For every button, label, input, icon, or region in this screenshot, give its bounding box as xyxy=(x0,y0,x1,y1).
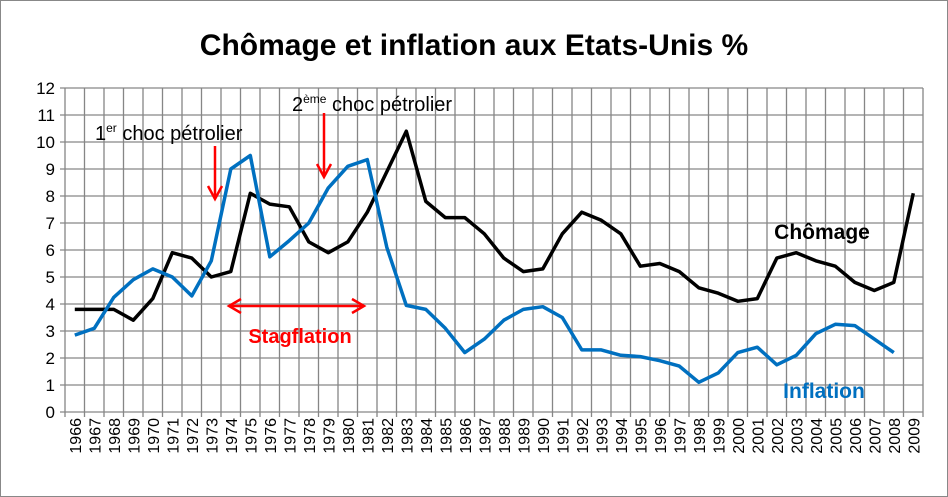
x-tick-label: 2002 xyxy=(770,418,787,454)
x-tick-label: 1970 xyxy=(146,418,163,454)
x-tick-label: 1981 xyxy=(360,418,377,454)
x-tick-label: 1978 xyxy=(302,418,319,454)
stagflation-arrow-icon xyxy=(226,297,367,315)
x-tick-label: 1987 xyxy=(477,418,494,454)
x-tick-label: 1984 xyxy=(419,418,436,454)
x-tick-label: 1980 xyxy=(341,418,358,454)
legend-label-chomage: Chômage xyxy=(774,221,870,244)
legend-label-inflation: Inflation xyxy=(783,380,865,403)
x-tick-label: 1993 xyxy=(594,418,611,454)
x-tick-label: 1985 xyxy=(438,418,455,454)
y-tick-label: 9 xyxy=(46,160,55,179)
x-tick-label: 1992 xyxy=(575,418,592,454)
x-tick-label: 1972 xyxy=(185,418,202,454)
y-tick-label: 6 xyxy=(46,241,55,260)
x-tick-label: 1999 xyxy=(711,418,728,454)
y-tick-label: 10 xyxy=(36,133,55,152)
x-tick-label: 1975 xyxy=(243,418,260,454)
y-tick-label: 12 xyxy=(36,79,55,98)
y-tick-label: 0 xyxy=(46,403,55,422)
x-tick-label: 1971 xyxy=(165,418,182,454)
series-line-chomage xyxy=(74,129,916,322)
arrow-choc1-icon xyxy=(206,146,224,202)
annotation-stagflation: Stagflation xyxy=(248,326,351,348)
x-tick-label: 1983 xyxy=(399,418,416,454)
x-tick-label: 2004 xyxy=(809,418,826,454)
x-tick-label: 1977 xyxy=(282,418,299,454)
x-tick-label: 1969 xyxy=(126,418,143,454)
chart-title: Chômage et inflation aux Etats-Unis % xyxy=(200,29,748,62)
x-tick-label: 1994 xyxy=(614,418,631,454)
x-tick-label: 1968 xyxy=(107,418,124,454)
x-tick-label: 2007 xyxy=(867,418,884,454)
x-axis: 1966 1967 1968 1969 1970 1971 1972 1973 1974 1975… xyxy=(68,418,924,454)
annotation-choc1: 1er choc pétrolier xyxy=(95,121,243,145)
x-tick-label: 1979 xyxy=(321,418,338,454)
x-tick-label: 1996 xyxy=(653,418,670,454)
annotation-choc2: 2ème choc pétrolier xyxy=(292,92,452,116)
x-tick-label: 1966 xyxy=(68,418,85,454)
y-tick-label: 7 xyxy=(46,214,55,233)
y-tick-label: 8 xyxy=(46,187,55,206)
x-tick-label: 1989 xyxy=(516,418,533,454)
x-tick-label: 2005 xyxy=(828,418,845,454)
x-tick-label: 1976 xyxy=(263,418,280,454)
x-tick-label: 2006 xyxy=(848,418,865,454)
x-tick-label: 2001 xyxy=(750,418,767,454)
x-tick-label: 1967 xyxy=(87,418,104,454)
x-tick-label: 1990 xyxy=(536,418,553,454)
y-tick-label: 4 xyxy=(46,295,55,314)
x-tick-label: 2008 xyxy=(887,418,904,454)
y-tick-label: 2 xyxy=(46,349,55,368)
x-tick-label: 1998 xyxy=(692,418,709,454)
y-tick-label: 1 xyxy=(46,376,55,395)
series-lines xyxy=(74,129,916,385)
x-tick-label: 2003 xyxy=(789,418,806,454)
x-tick-label: 1988 xyxy=(497,418,514,454)
x-tick-label: 2000 xyxy=(731,418,748,454)
y-tick-label: 3 xyxy=(46,322,55,341)
y-tick-label: 11 xyxy=(37,106,55,125)
x-tick-label: 1995 xyxy=(633,418,650,454)
y-tick-label: 5 xyxy=(46,268,55,287)
x-tick-label: 2009 xyxy=(906,418,923,454)
x-tick-label: 1997 xyxy=(672,418,689,454)
arrow-choc2-icon xyxy=(315,113,333,180)
x-tick-label: 1973 xyxy=(204,418,221,454)
x-tick-label: 1974 xyxy=(224,418,241,454)
x-tick-label: 1982 xyxy=(380,418,397,454)
grid xyxy=(60,87,924,417)
x-tick-label: 1991 xyxy=(555,418,572,454)
x-tick-label: 1986 xyxy=(458,418,475,454)
